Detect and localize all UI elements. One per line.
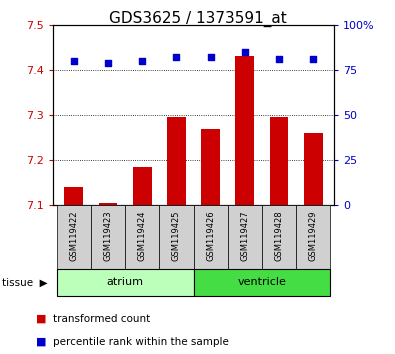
Bar [99,203,117,205]
Bar [64,187,83,205]
Text: GSM119423: GSM119423 [103,210,113,261]
Point [207,55,214,60]
Point [173,55,180,60]
Text: ■: ■ [36,337,46,347]
Text: GSM119426: GSM119426 [206,210,215,261]
Bar [133,167,152,205]
Bar [57,269,194,296]
Bar [194,205,228,269]
Text: GSM119422: GSM119422 [70,210,78,261]
Text: ventricle: ventricle [237,277,286,287]
Text: percentile rank within the sample: percentile rank within the sample [53,337,229,347]
Text: GDS3625 / 1373591_at: GDS3625 / 1373591_at [109,11,286,27]
Bar [125,205,159,269]
Text: atrium: atrium [107,277,144,287]
Text: tissue  ▶: tissue ▶ [2,277,48,287]
Bar [201,129,220,205]
Bar [91,205,125,269]
Point [105,60,111,65]
Point [71,58,77,64]
Text: GSM119429: GSM119429 [309,210,318,261]
Point [310,56,316,62]
Bar [167,117,186,205]
Bar [194,269,330,296]
Text: GSM119427: GSM119427 [240,210,249,261]
Text: GSM119424: GSM119424 [138,210,147,261]
Text: GSM119428: GSM119428 [275,210,284,261]
Text: transformed count: transformed count [53,314,150,324]
Bar [270,117,288,205]
Bar [296,205,330,269]
Bar [235,56,254,205]
Text: ■: ■ [36,314,46,324]
Bar [262,205,296,269]
Text: GSM119425: GSM119425 [172,210,181,261]
Bar [228,205,262,269]
Bar [159,205,194,269]
Point [139,58,145,64]
Bar [57,205,91,269]
Point [242,49,248,55]
Bar [304,133,323,205]
Point [276,56,282,62]
